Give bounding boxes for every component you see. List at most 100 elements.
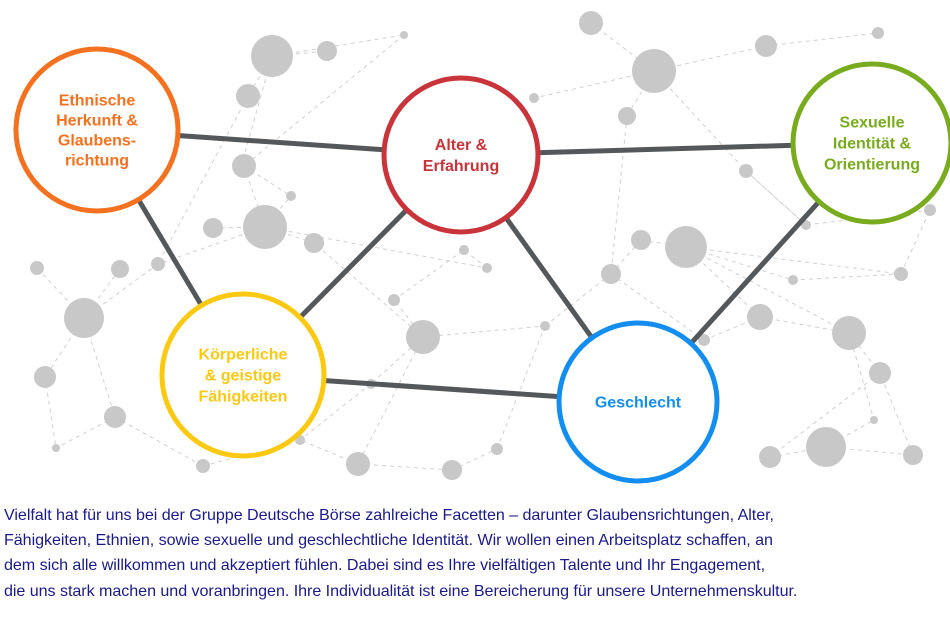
network-edge: [299, 383, 372, 441]
network-node-dot: [196, 459, 210, 473]
network-node-dot: [251, 35, 293, 77]
network-node-dot: [400, 31, 408, 39]
bubble-ring-alter-erfahrung: [381, 75, 541, 235]
network-node-dot: [872, 27, 884, 39]
bubble-ring-sexuelle-identitaet: [790, 61, 950, 225]
network-edge: [496, 325, 546, 450]
network-node-dot: [759, 446, 781, 468]
bubble-connector-alter-erfahrung-to-sexuelle-identitaet: [535, 142, 796, 156]
network-node-dot: [459, 245, 469, 255]
caption-line: dem sich alle willkommen und akzeptiert …: [4, 556, 766, 575]
network-node-dot: [286, 191, 296, 201]
network-node-dot: [894, 267, 908, 281]
network-edge: [805, 209, 931, 226]
network-edge: [792, 273, 902, 281]
network-node-dot: [30, 261, 44, 275]
category-bubble-alter-erfahrung[interactable]: Alter & Erfahrung: [381, 75, 541, 235]
network-node-dot: [64, 298, 104, 338]
connector-group: [135, 132, 823, 400]
network-edge: [685, 246, 902, 275]
network-node-dot: [482, 263, 492, 273]
network-node-dot: [869, 362, 891, 384]
network-node-dot: [232, 154, 256, 178]
bubble-ring-koerperliche-faehigkeiten: [159, 291, 327, 459]
bubble-connector-alter-erfahrung-to-geschlecht: [502, 214, 596, 341]
network-node-dot: [52, 444, 60, 452]
network-node-dot: [788, 275, 798, 285]
network-edge: [610, 273, 705, 341]
network-edge: [264, 226, 488, 269]
network-edge: [264, 195, 292, 228]
network-node-dot: [317, 41, 337, 61]
caption-text: Vielfalt hat für uns bei der Gruppe Deut…: [0, 503, 950, 604]
network-edge: [765, 32, 879, 47]
bubble-ring-ethnische-herkunft: [13, 46, 181, 214]
network-node-dot: [243, 205, 287, 249]
network-node-dot: [579, 11, 603, 35]
caption-line: Fähigkeiten, Ethnien, sowie sexuelle und…: [4, 531, 773, 550]
category-bubble-ethnische-herkunft[interactable]: Ethnische Herkunft & Glaubens-richtung: [13, 46, 181, 214]
network-canvas: Ethnische Herkunft & Glaubens-richtung Alte…: [13, 11, 950, 484]
network-node-dot: [903, 445, 923, 465]
network-node-dot: [529, 93, 539, 103]
network-edge: [848, 332, 875, 421]
network-node-dot: [806, 427, 846, 467]
network-node-dot: [236, 84, 260, 108]
network-edge: [825, 446, 914, 456]
bubble-ring-geschlecht: [556, 320, 720, 484]
network-edge: [653, 70, 747, 172]
caption-line: die uns stark machen und voranbringen. I…: [4, 581, 798, 600]
bubble-connector-koerperliche-faehigkeiten-to-geschlecht: [321, 377, 562, 400]
network-edge: [745, 170, 807, 226]
network-edge: [422, 325, 546, 338]
network-node-dot: [442, 460, 462, 480]
network-node-group: [30, 11, 936, 480]
network-node-dot: [406, 320, 440, 354]
network-node-dot: [631, 230, 651, 250]
bubble-connector-alter-erfahrung-to-koerperliche-faehigkeiten: [296, 206, 410, 321]
network-node-dot: [346, 452, 370, 476]
network-edge: [271, 34, 405, 57]
network-edge: [685, 246, 850, 334]
network-edge: [900, 209, 931, 275]
category-bubble-sexuelle-identitaet[interactable]: Sexuelle Identität & Orientierung: [790, 61, 950, 225]
network-node-dot: [34, 366, 56, 388]
network-edge: [357, 336, 424, 465]
network-node-dot: [755, 35, 777, 57]
network-edge: [357, 463, 453, 471]
bubble-connector-sexuelle-identitaet-to-geschlecht: [687, 198, 823, 347]
network-edge: [610, 115, 628, 275]
network-node-dot: [739, 164, 753, 178]
network-node-dot: [491, 443, 503, 455]
network-edge: [393, 249, 465, 301]
network-node-dot: [618, 107, 636, 125]
network-node-dot: [870, 416, 878, 424]
network-node-dot: [203, 218, 223, 238]
bubble-connector-ethnische-herkunft-to-koerperliche-faehigkeiten: [135, 196, 205, 309]
network-node-dot: [632, 49, 676, 93]
network-edge: [243, 34, 405, 167]
network-node-dot: [304, 233, 324, 253]
category-bubble-geschlecht[interactable]: Geschlecht: [556, 320, 720, 484]
network-node-dot: [388, 294, 400, 306]
network-node-dot: [111, 260, 129, 278]
network-node-dot: [924, 204, 936, 216]
network-node-dot: [151, 257, 165, 271]
network-node-dot: [104, 406, 126, 428]
bubble-connector-ethnische-herkunft-to-alter-erfahrung: [175, 132, 387, 153]
category-bubble-koerperliche-faehigkeiten[interactable]: Körperliche & geistige Fähigkeiten: [159, 291, 327, 459]
network-edge: [55, 416, 116, 449]
network-node-dot: [665, 226, 707, 268]
network-node-dot: [698, 334, 710, 346]
network-node-dot: [747, 304, 773, 330]
network-edge: [769, 372, 881, 458]
network-node-dot: [832, 316, 866, 350]
network-edge: [114, 416, 204, 467]
network-edge: [44, 376, 57, 449]
caption-line: Vielfalt hat für uns bei der Gruppe Deut…: [4, 506, 774, 524]
diversity-network-diagram: Ethnische Herkunft & Glaubens-richtung Alte…: [13, 11, 950, 484]
network-edge: [879, 372, 914, 456]
network-edge: [544, 273, 612, 327]
network-node-dot: [540, 321, 550, 331]
